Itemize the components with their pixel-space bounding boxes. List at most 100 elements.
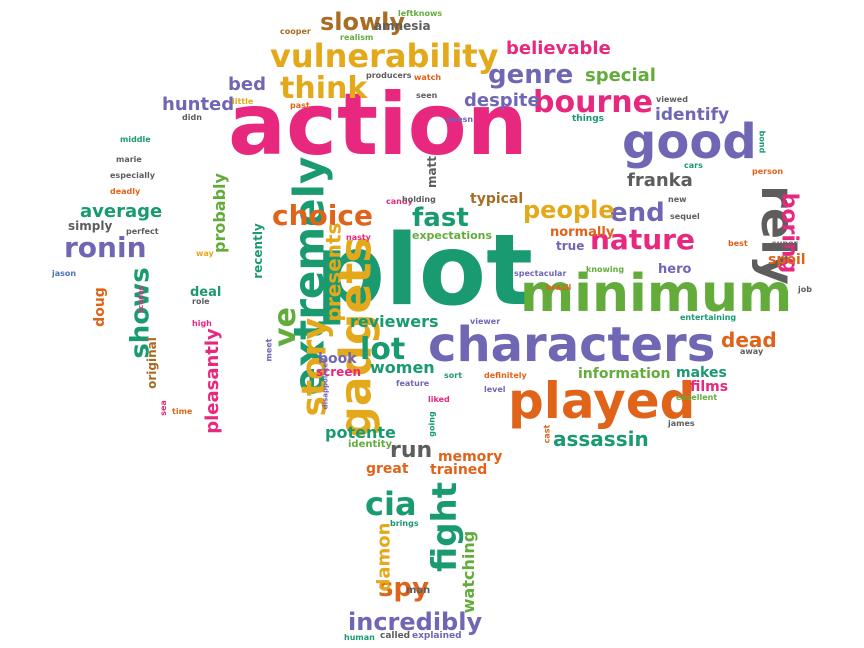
word: choice: [272, 199, 373, 232]
word: meet: [264, 338, 274, 362]
word: viewed: [656, 95, 688, 104]
word: good: [622, 114, 757, 170]
word: ve: [267, 307, 303, 347]
word: past: [290, 101, 310, 110]
word: jason: [52, 269, 77, 278]
word: expectations: [412, 229, 493, 242]
word: run: [390, 438, 433, 463]
word: away: [740, 347, 764, 356]
word: ronin: [64, 231, 147, 264]
word: explained: [412, 631, 462, 641]
word: probably: [209, 173, 229, 253]
word: identify: [655, 105, 730, 125]
word: spoil: [768, 252, 806, 268]
word: new: [668, 195, 687, 204]
word: minimum: [520, 264, 793, 324]
word: super: [772, 239, 798, 248]
word: lot: [360, 332, 406, 367]
word: identity: [348, 439, 392, 450]
word: incredibly: [348, 608, 483, 636]
word: time: [172, 407, 193, 416]
word: watch: [414, 73, 442, 82]
word: potente: [325, 423, 396, 442]
word: best: [728, 239, 748, 248]
word: person: [752, 167, 784, 176]
word: end: [610, 198, 665, 228]
word: vulnerability: [270, 37, 499, 75]
word: marie: [116, 155, 142, 164]
word: slowly: [320, 8, 406, 36]
word: recently: [250, 223, 265, 279]
word: brings: [390, 519, 419, 528]
word: perfect: [126, 227, 159, 236]
word: sea: [158, 400, 168, 416]
word: deadly: [110, 187, 141, 196]
word: watching: [459, 530, 479, 614]
word: despite: [464, 90, 540, 111]
word: people: [523, 196, 615, 224]
word: doesn: [446, 115, 474, 124]
word: high: [192, 319, 212, 328]
word: spectacular: [514, 269, 567, 278]
word: realism: [340, 33, 374, 42]
word: hero: [658, 262, 692, 277]
word: damon: [373, 522, 395, 592]
word: spy: [378, 573, 430, 603]
word: bed: [228, 74, 266, 95]
word: believable: [506, 38, 611, 59]
word: great: [366, 461, 409, 477]
word: leftknows: [398, 9, 443, 18]
word: cast: [542, 424, 552, 444]
word: women: [370, 358, 435, 377]
word: trained: [430, 462, 488, 478]
word: viewer: [470, 317, 501, 326]
word: matt: [425, 155, 440, 189]
word: holding: [402, 195, 436, 204]
word: job: [798, 285, 812, 294]
word: played: [508, 372, 696, 430]
word: doug: [91, 287, 108, 327]
word: plot: [315, 214, 533, 328]
word: amnesia: [374, 19, 431, 33]
word: middle: [120, 135, 151, 144]
word: memory: [438, 449, 503, 465]
word: typical: [470, 191, 524, 207]
word: characters: [428, 317, 716, 373]
word: scenes: [136, 286, 145, 313]
word: fast: [412, 203, 469, 233]
word: knowing: [586, 265, 625, 274]
word: assassin: [553, 427, 649, 451]
word: definitely: [484, 371, 527, 380]
word: presents: [321, 222, 346, 322]
word: didn: [182, 113, 202, 122]
word: nasty: [346, 233, 371, 242]
word: action: [228, 75, 528, 175]
word: bond: [757, 130, 767, 154]
word: little: [232, 97, 254, 106]
word: bourne: [533, 85, 653, 120]
word: cia: [365, 485, 417, 523]
word: screen: [316, 365, 361, 379]
word: simply: [68, 219, 113, 233]
word: nature: [590, 223, 695, 256]
word: true: [556, 239, 585, 253]
word: producers: [366, 71, 412, 80]
word: james: [668, 419, 695, 428]
word: things: [572, 114, 605, 124]
word: human: [344, 633, 375, 642]
word: normally: [550, 225, 615, 240]
word: going: [427, 411, 437, 437]
word: reviewers: [350, 312, 439, 331]
word: excellent: [676, 393, 718, 402]
word: sequel: [670, 212, 700, 221]
word: book: [318, 351, 357, 367]
word: called: [380, 631, 411, 641]
word: hunted: [162, 94, 235, 115]
word: seen: [416, 91, 438, 100]
word: think: [280, 71, 368, 106]
word: dead: [721, 328, 777, 352]
word: sort: [444, 371, 463, 380]
word: genre: [488, 60, 574, 90]
word: man: [406, 585, 431, 596]
word: especially: [110, 171, 155, 180]
